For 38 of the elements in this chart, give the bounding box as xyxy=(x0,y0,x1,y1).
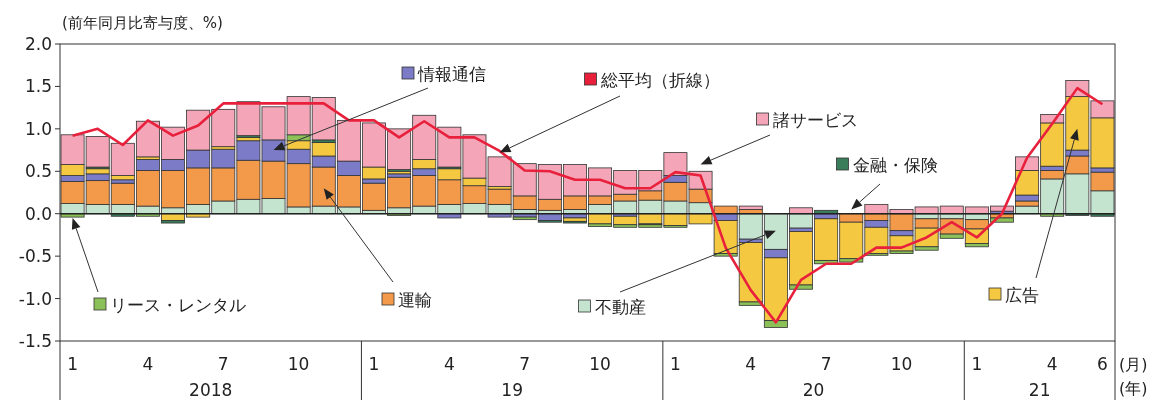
x-tick-label: 10 xyxy=(287,354,310,374)
y-tick-label: 2.0 xyxy=(24,33,52,54)
x-tick-label: 4 xyxy=(1046,354,1058,374)
y-tick-label: 0.0 xyxy=(24,203,52,224)
y-tick-label: -1.0 xyxy=(18,288,52,309)
legend-label: 金融・保険 xyxy=(852,155,938,175)
legend-label: 運輸 xyxy=(398,290,432,310)
text: 19 xyxy=(501,380,523,400)
y-axis-title: (前年同月比寄与度、%) xyxy=(62,14,223,32)
x-tick-label: 4 xyxy=(142,354,154,374)
x-tick-label: 1 xyxy=(971,354,983,374)
y-tick-label: 1.5 xyxy=(24,76,52,97)
x-tick-label: 10 xyxy=(589,354,611,374)
y-tick-label: -0.5 xyxy=(18,246,52,267)
x-tick-label: 6 xyxy=(1097,354,1108,374)
x-tick-label: 1 xyxy=(670,354,681,374)
legend-label: 不動産 xyxy=(594,297,646,317)
x-tick-label: 10 xyxy=(890,354,913,374)
legend-label: 総平均（折線） xyxy=(599,70,720,90)
x-tick-label: 1 xyxy=(368,354,380,374)
x-tick-label: 1 xyxy=(67,354,78,374)
text: (年) xyxy=(1119,379,1148,398)
y-tick-label: 0.5 xyxy=(24,161,52,182)
legend-label: 諸サービス xyxy=(772,110,858,130)
x-tick-label: 7 xyxy=(217,354,229,374)
x-axis-title: (月) xyxy=(1119,355,1148,374)
text: 21 xyxy=(1028,380,1051,400)
x-tick-label: 7 xyxy=(519,354,531,374)
text: 2018 xyxy=(189,380,233,400)
x-tick-label: 4 xyxy=(443,354,455,374)
y-tick-label: -1.5 xyxy=(18,330,52,351)
x-tick-label: 4 xyxy=(745,354,757,374)
legend-label: リース・レンタル xyxy=(110,295,246,315)
x-tick-label: 7 xyxy=(820,354,832,374)
y-tick-label: 1.0 xyxy=(24,118,52,139)
legend-label: 情報通信 xyxy=(417,64,486,84)
legend-label: 広告 xyxy=(1005,285,1039,305)
text: 20 xyxy=(802,380,825,400)
